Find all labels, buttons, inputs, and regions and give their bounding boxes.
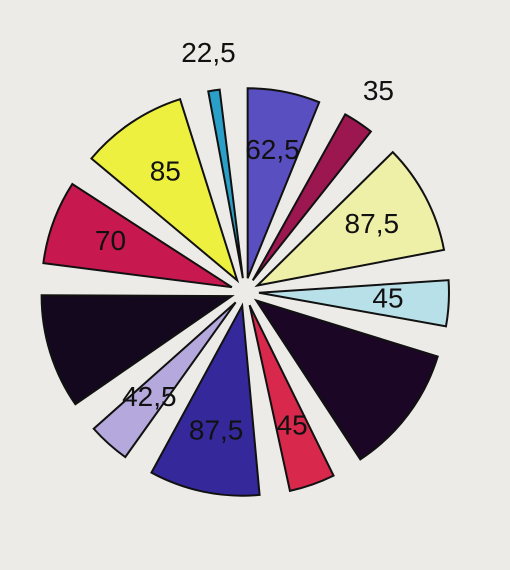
value-label: 70 (95, 225, 126, 256)
pie-slice (42, 182, 233, 289)
value-label: 87,5 (189, 415, 244, 446)
pie-slice (40, 294, 235, 406)
value-label: 87,5 (345, 208, 400, 239)
pie-slice (248, 304, 335, 493)
pie-slice (246, 87, 321, 279)
pie-slice (90, 97, 240, 284)
value-label: 42,5 (122, 381, 177, 412)
pie-slice (253, 298, 439, 461)
value-label: 22,5 (181, 37, 236, 68)
pie-slice (258, 279, 450, 328)
pie-slice (254, 150, 446, 288)
value-label: 45 (277, 410, 308, 441)
value-label: 85 (150, 155, 181, 186)
pie-slice (207, 88, 244, 279)
pie-slice (150, 302, 261, 497)
pie-slice (251, 113, 373, 281)
value-label: 45 (372, 282, 403, 313)
pie-slice (92, 301, 237, 459)
value-label: 35 (363, 75, 394, 106)
value-label: 62,5 (245, 134, 300, 165)
